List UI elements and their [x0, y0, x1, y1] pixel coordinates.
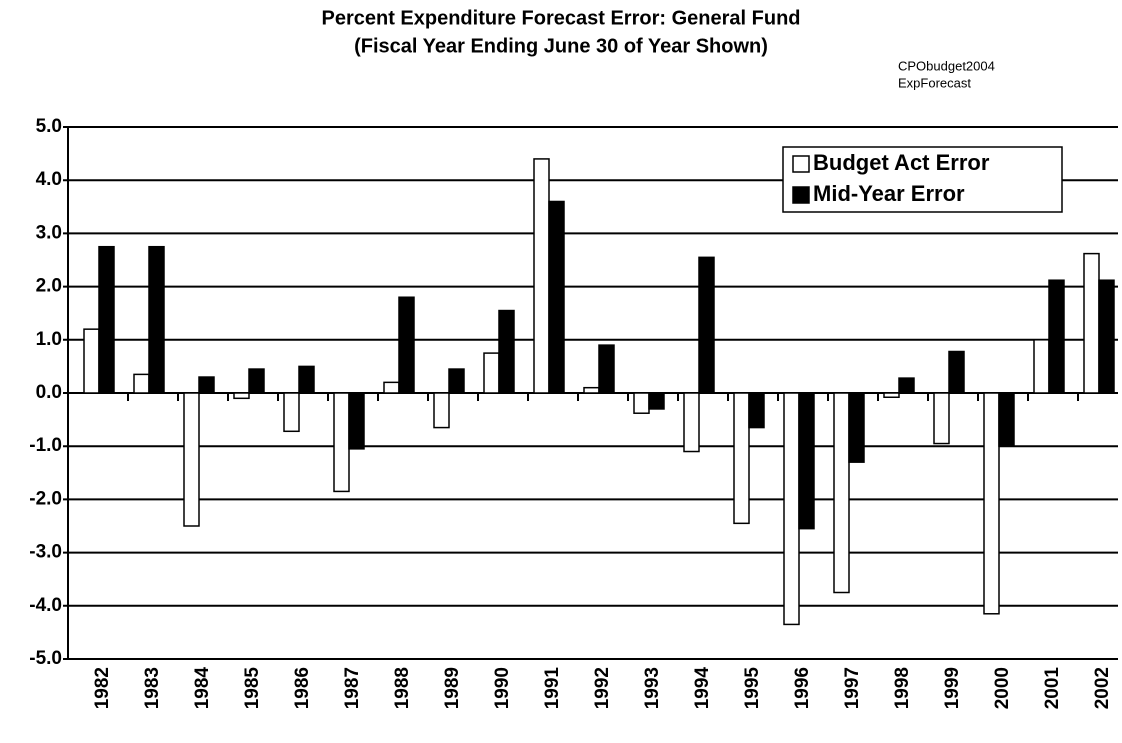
x-tick-label: 1999 [942, 667, 963, 709]
y-tick-label: 2.0 [36, 276, 62, 297]
legend-box [782, 146, 1063, 213]
y-tick-label: 0.0 [36, 382, 62, 403]
x-tick-label: 1998 [892, 667, 913, 709]
annotation: ExpForecast [898, 75, 971, 90]
bar [233, 392, 250, 400]
bar [83, 328, 100, 394]
bar [433, 392, 450, 429]
bar [848, 392, 865, 463]
x-tick-label: 2001 [1042, 667, 1063, 710]
bar [183, 392, 200, 527]
bar [1098, 279, 1115, 394]
bar [333, 392, 350, 493]
bar [533, 158, 550, 394]
legend-swatch [792, 155, 810, 173]
bar [98, 245, 115, 394]
bar [148, 245, 165, 394]
x-tick-label: 1997 [842, 667, 863, 709]
bar [983, 392, 1000, 615]
bar [833, 392, 850, 594]
x-tick-label: 1990 [492, 667, 513, 709]
bar [948, 350, 965, 394]
bar [633, 392, 650, 414]
x-tick-label: 1992 [592, 667, 613, 709]
y-tick-label: -4.0 [29, 595, 62, 616]
x-tick-label: 2002 [1092, 667, 1113, 709]
legend-label: Mid-Year Error [813, 181, 965, 206]
legend-label: Budget Act Error [813, 150, 990, 175]
bar [898, 377, 915, 394]
x-tick-label: 1994 [692, 667, 713, 710]
x-tick-label: 1982 [92, 667, 113, 709]
bar [248, 368, 265, 394]
bar [483, 352, 500, 394]
bar [598, 344, 615, 394]
bar [998, 392, 1015, 447]
bar [648, 392, 665, 410]
bar [398, 296, 415, 394]
bar [933, 392, 950, 445]
bar [548, 200, 565, 394]
bar [198, 376, 215, 394]
annotation: CPObudget2004 [898, 58, 995, 73]
bar [683, 392, 700, 453]
x-tick-label: 2000 [992, 667, 1013, 709]
bar [298, 365, 315, 394]
legend-swatch [792, 186, 810, 204]
x-tick-label: 1986 [292, 667, 313, 709]
x-tick-label: 1983 [142, 667, 163, 709]
bar [733, 392, 750, 525]
bar [1033, 339, 1050, 394]
x-tick-label: 1988 [392, 667, 413, 709]
y-tick-label: 4.0 [36, 169, 62, 190]
x-tick-label: 1985 [242, 667, 263, 710]
bar [448, 368, 465, 394]
bar [883, 392, 900, 399]
chart-subtitle: (Fiscal Year Ending June 30 of Year Show… [354, 35, 768, 57]
y-tick-label: 1.0 [36, 329, 62, 350]
y-tick-label: -5.0 [29, 648, 62, 669]
bar [698, 256, 715, 394]
bar [383, 381, 400, 394]
y-tick-label: 5.0 [36, 116, 62, 137]
y-tick-label: -3.0 [29, 542, 62, 563]
bar [348, 392, 365, 450]
chart-title: Percent Expenditure Forecast Error: Gene… [321, 7, 800, 29]
bar [1048, 279, 1065, 394]
x-tick-label: 1989 [442, 667, 463, 709]
x-tick-label: 1993 [642, 667, 663, 709]
x-tick-label: 1996 [792, 667, 813, 709]
y-tick-label: -2.0 [29, 488, 62, 509]
bar [798, 392, 815, 530]
y-tick-label: 3.0 [36, 222, 62, 243]
bar [1083, 252, 1100, 394]
bar [748, 392, 765, 429]
x-tick-label: 1991 [542, 667, 563, 710]
x-tick-label: 1984 [192, 667, 213, 710]
bar [133, 373, 150, 394]
bar [283, 392, 300, 433]
y-tick-label: -1.0 [29, 435, 62, 456]
bar [783, 392, 800, 626]
bar [583, 386, 600, 394]
bar [498, 309, 515, 394]
x-tick-label: 1987 [342, 667, 363, 709]
x-tick-label: 1995 [742, 667, 763, 710]
